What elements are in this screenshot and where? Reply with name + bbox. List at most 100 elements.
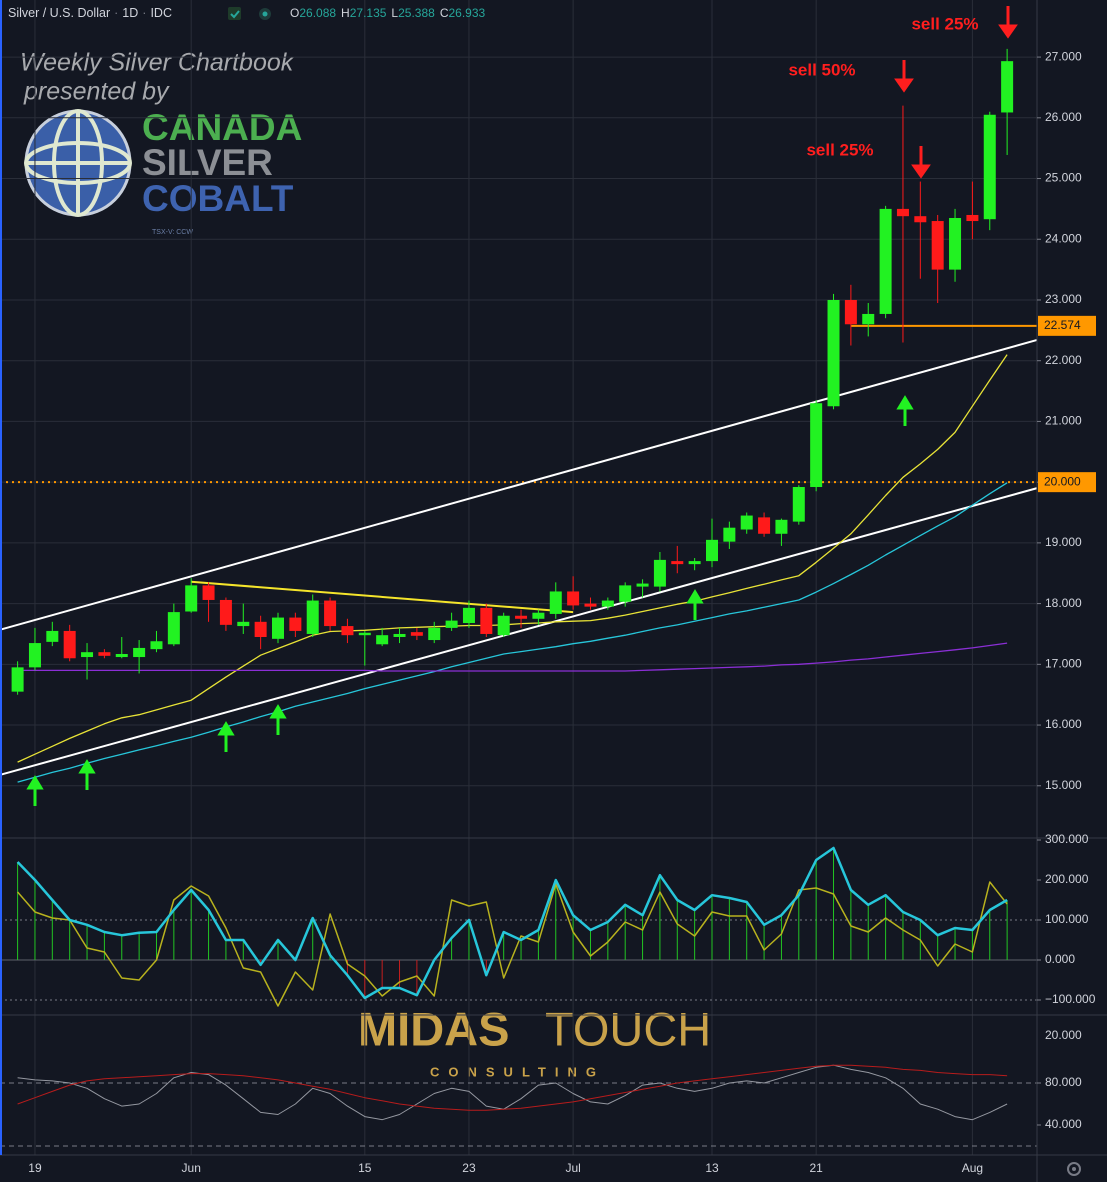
candle-body [983, 114, 996, 220]
logo-text: SILVER [142, 142, 273, 183]
x-tick-label: 21 [809, 1161, 823, 1175]
candle-body [480, 607, 493, 634]
ohlc-legend: O26.088 H27.135 L25.388 C26.933 [290, 6, 486, 20]
y-tick-label: 26.000 [1045, 110, 1082, 124]
candle-body [63, 630, 76, 659]
series-line [17, 354, 1008, 763]
candle-body [46, 630, 59, 642]
candle-body [844, 299, 857, 325]
x-tick-label: Jun [182, 1161, 201, 1175]
y-tick-label: 22.000 [1045, 353, 1082, 367]
y-tick-label: 80.000 [1045, 1075, 1082, 1089]
logo-text: TOUCH [545, 1002, 711, 1055]
candle-body [115, 654, 128, 658]
candle-body [202, 585, 215, 600]
settings-icon[interactable] [1067, 1162, 1081, 1176]
candle-body [758, 517, 771, 534]
y-tick-label: 19.000 [1045, 535, 1082, 549]
candle-body [98, 652, 111, 656]
buy-arrows [26, 395, 914, 806]
logo-subtext: CONSULTING [430, 1064, 605, 1079]
price-level-label: 22.574 [1044, 318, 1081, 332]
y-tick-label: 25.000 [1045, 171, 1082, 185]
candle-body [133, 647, 146, 658]
candle-body [393, 633, 406, 638]
logo-text: CANADA [142, 107, 302, 148]
candle-body [532, 612, 545, 619]
trendline [0, 339, 1037, 631]
candle-body [219, 599, 232, 625]
candle-body [966, 214, 979, 222]
candle-body [254, 621, 267, 638]
candle-body [584, 603, 597, 607]
buy-arrow [896, 395, 914, 426]
candle-body [949, 218, 962, 270]
logo-text: COBALT [142, 178, 294, 219]
candle-body [671, 561, 684, 565]
marks-layer [0, 48, 1037, 1121]
y-tick-label: 100.000 [1045, 912, 1089, 926]
symbol: Silver / U.S. Dollar · 1D · IDC [8, 6, 172, 20]
candle-body [28, 643, 41, 668]
ohlc-value: 26.088 [299, 6, 336, 20]
candle-body [289, 617, 302, 631]
buy-arrow [686, 589, 704, 620]
candle-body [462, 607, 475, 624]
candle-body [775, 519, 788, 534]
symbol-name: Silver / U.S. Dollar [8, 6, 110, 20]
globe-logo [24, 109, 132, 217]
y-tick-label: 17.000 [1045, 656, 1082, 670]
candle-body [601, 600, 614, 607]
candle-body [272, 617, 284, 639]
y-tick-label: 16.000 [1045, 717, 1082, 731]
y-tick-label: 200.000 [1045, 872, 1089, 886]
annotation: sell 50% [788, 60, 855, 79]
y-tick-label: 27.000 [1045, 49, 1082, 63]
candle-body [428, 627, 441, 641]
candle-body [237, 621, 250, 627]
ohlc-key: O [290, 6, 299, 20]
price-level-box [1038, 472, 1096, 493]
candle-body [931, 221, 944, 270]
candle-body [11, 667, 24, 692]
candle-body [914, 216, 927, 223]
x-tick-label: 13 [705, 1161, 719, 1175]
y-tick-label: −100.000 [1045, 992, 1096, 1006]
candle-body [792, 487, 805, 522]
sell-arrow [894, 60, 914, 93]
status-icon[interactable] [228, 7, 241, 20]
y-tick-label: 24.000 [1045, 231, 1082, 245]
series-line [17, 642, 1008, 672]
source: IDC [150, 6, 172, 20]
series-line [16, 846, 1008, 1000]
buy-arrow [26, 775, 44, 806]
price-level-label: 20.000 [1044, 474, 1081, 488]
x-tick-label: 15 [358, 1161, 372, 1175]
candle-body [376, 635, 389, 645]
candle-body [549, 591, 562, 614]
candle-body [167, 612, 180, 645]
candle-body [324, 600, 337, 627]
candle-body [706, 539, 718, 562]
watermark-text: Weekly Silver Chartbook [20, 49, 295, 77]
trendline [0, 487, 1037, 776]
y-tick-label: 23.000 [1045, 292, 1082, 306]
logo-text: MIDAS [358, 1002, 509, 1055]
y-tick-label: 21.000 [1045, 414, 1082, 428]
candle-body [810, 403, 823, 488]
candle-body [358, 632, 371, 636]
candle-body [636, 583, 649, 587]
candle-body [896, 208, 909, 217]
annotation: sell 25% [806, 140, 873, 159]
candle-body [653, 559, 666, 587]
trendline [191, 580, 574, 614]
candle-body [341, 626, 354, 636]
watermark-text: presented by [23, 78, 170, 106]
candle-body [410, 632, 423, 636]
y-tick-label: 15.000 [1045, 778, 1082, 792]
ohlc-key: L [391, 6, 398, 20]
ohlc-value: 25.388 [398, 6, 435, 20]
